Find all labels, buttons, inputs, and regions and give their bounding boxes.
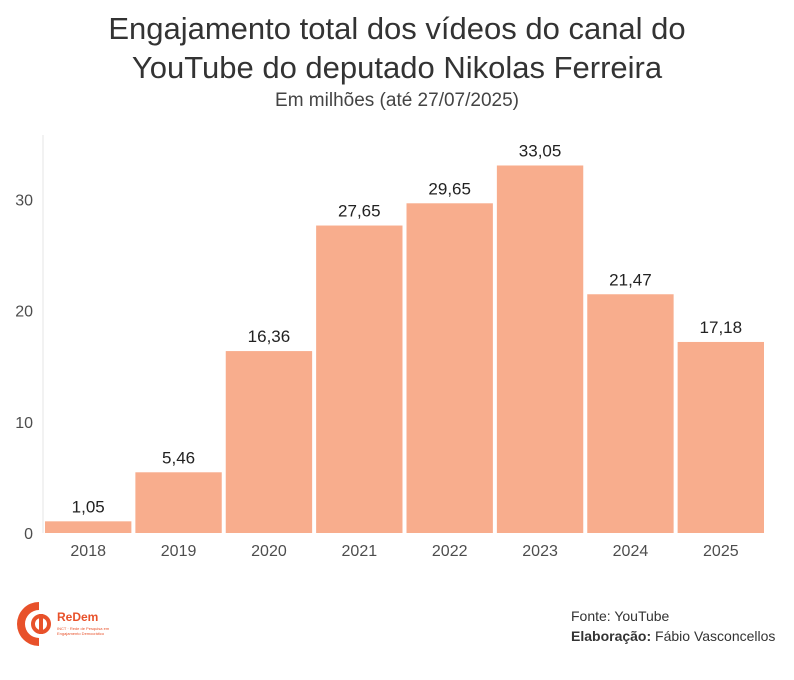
x-tick-label: 2019	[161, 543, 197, 560]
data-label: 29,65	[428, 179, 471, 198]
redem-logo: ReDem INCT · Rede de Pesquisa em Engajam…	[17, 600, 127, 650]
y-tick-label: 10	[15, 415, 33, 432]
x-tick-label: 2022	[432, 543, 468, 560]
data-label: 27,65	[338, 202, 381, 221]
credit-name: Fábio Vasconcellos	[655, 628, 776, 644]
bar	[316, 225, 403, 534]
x-tick-label: 2018	[70, 543, 106, 560]
y-tick-label: 0	[24, 526, 33, 543]
bar	[135, 472, 222, 533]
x-tick-label: 2025	[703, 543, 739, 560]
credit-line: Elaboração: Fábio Vasconcellos	[571, 628, 775, 644]
data-label: 21,47	[609, 270, 652, 289]
bar	[406, 203, 493, 534]
bar-chart: 0 10 20 30 1,05 2018 5,46 2019 16,36 2020 27,65 202…	[15, 135, 764, 560]
bar	[45, 521, 132, 533]
x-tick-label: 2020	[251, 543, 287, 560]
chart-title-line2: YouTube do deputado Nikolas Ferreira	[131, 50, 663, 85]
data-label: 5,46	[162, 448, 195, 467]
x-tick-label: 2024	[613, 543, 649, 560]
chart-title-line1: Engajamento total dos vídeos do canal do	[108, 11, 686, 46]
credit-prefix: Elaboração:	[571, 628, 652, 644]
x-tick-label: 2021	[342, 543, 378, 560]
redem-logo-icon	[17, 602, 51, 646]
bar	[587, 294, 674, 533]
data-label: 33,05	[519, 141, 562, 160]
y-tick-label: 30	[15, 192, 33, 209]
bar	[677, 341, 764, 533]
x-tick-label: 2023	[522, 543, 558, 560]
bar	[496, 165, 584, 533]
chart-subtitle: Em milhões (até 27/07/2025)	[275, 90, 519, 111]
data-label: 17,18	[700, 318, 743, 337]
logo-wordmark: ReDem	[57, 610, 99, 624]
bar	[225, 351, 313, 533]
data-label: 1,05	[72, 497, 105, 516]
source-label: Fonte: YouTube	[571, 608, 670, 624]
logo-tagline: INCT · Rede de Pesquisa em Engajamento D…	[57, 626, 110, 636]
y-tick-label: 20	[15, 304, 33, 321]
data-label: 16,36	[248, 327, 291, 346]
